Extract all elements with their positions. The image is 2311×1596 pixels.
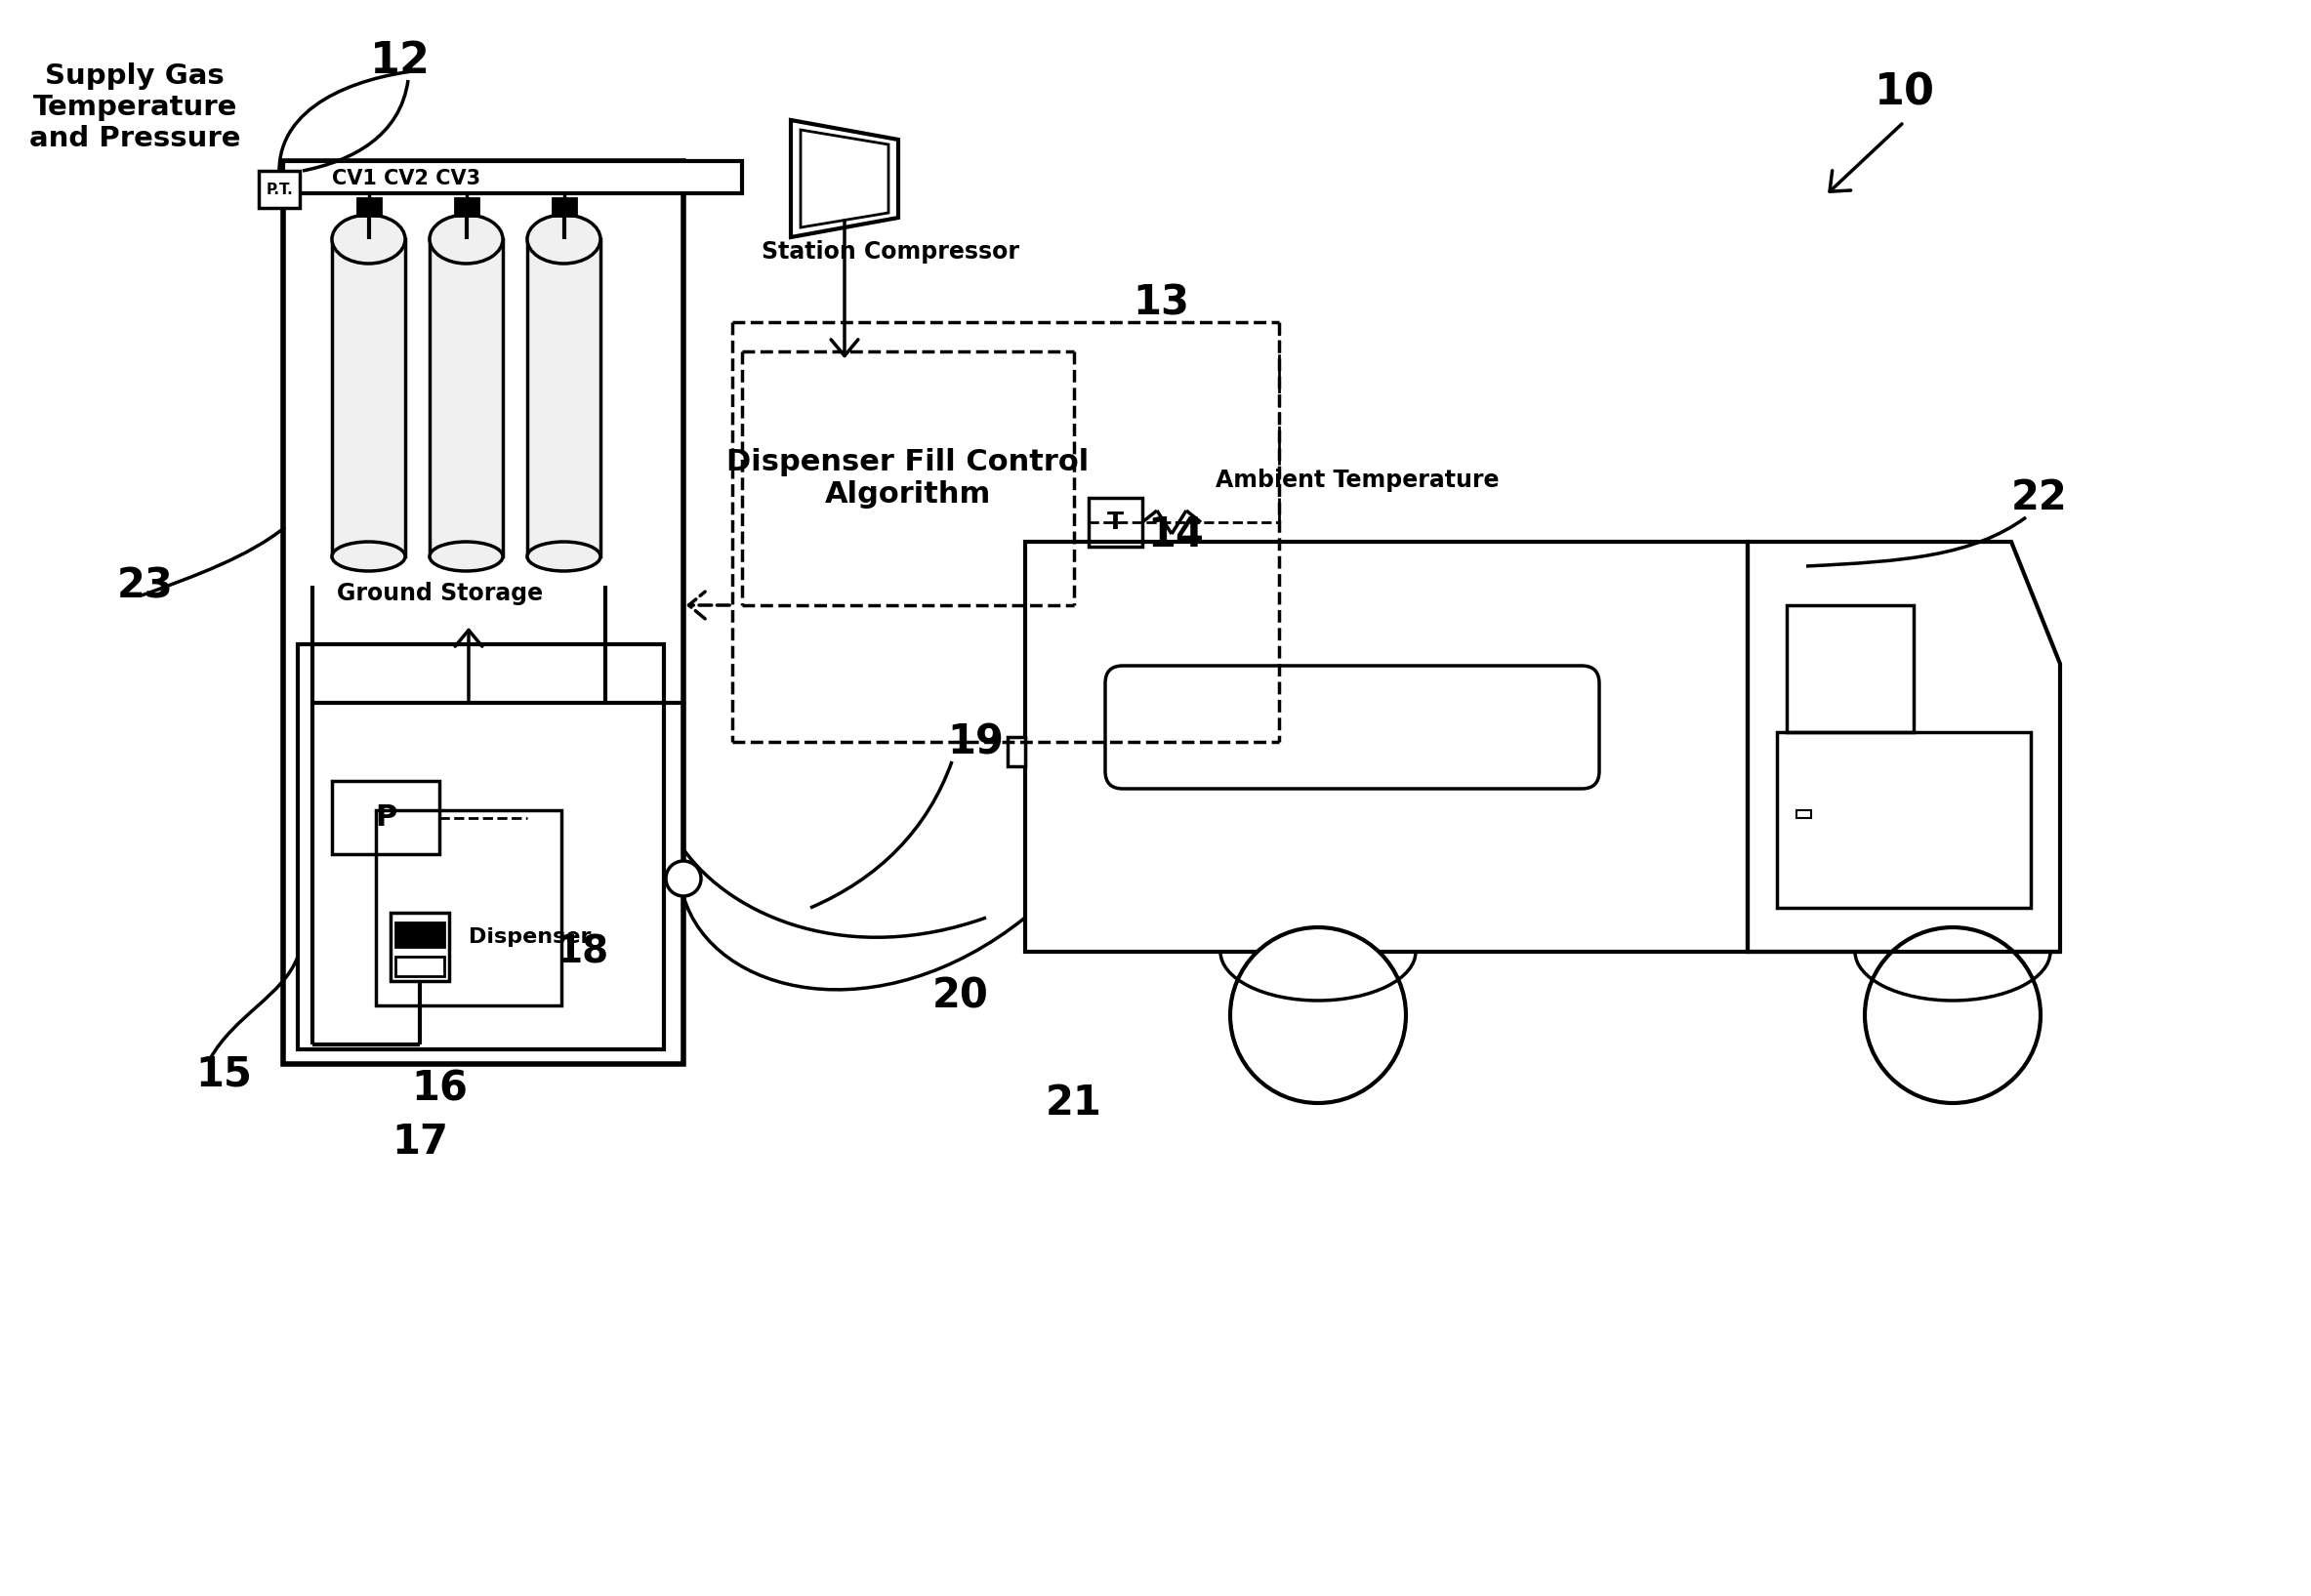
Polygon shape — [790, 120, 899, 238]
Text: 16: 16 — [411, 1068, 467, 1109]
Text: Dispenser: Dispenser — [469, 927, 592, 946]
Bar — [356, 198, 381, 215]
Bar — [527, 239, 601, 557]
Bar — [552, 198, 575, 215]
Bar — [298, 645, 663, 1049]
Bar — [455, 198, 478, 215]
Bar — [1026, 541, 1747, 951]
Bar — [284, 161, 742, 193]
Ellipse shape — [527, 541, 601, 571]
Ellipse shape — [333, 541, 404, 571]
Text: 12: 12 — [370, 40, 430, 81]
Text: Dispenser Fill Control
Algorithm: Dispenser Fill Control Algorithm — [726, 448, 1088, 509]
Text: 14: 14 — [1146, 514, 1204, 555]
Ellipse shape — [430, 541, 504, 571]
Text: 22: 22 — [2011, 477, 2068, 519]
Text: 20: 20 — [931, 975, 989, 1017]
Text: Ground Storage: Ground Storage — [337, 583, 543, 605]
FancyBboxPatch shape — [1105, 666, 1599, 788]
Text: 17: 17 — [391, 1122, 448, 1162]
Bar — [391, 913, 448, 982]
Text: P.T.: P.T. — [266, 182, 293, 196]
Text: 10: 10 — [1874, 72, 1934, 113]
Bar — [1786, 605, 1914, 733]
Bar — [259, 171, 300, 207]
Circle shape — [666, 860, 700, 895]
Bar — [1796, 811, 1812, 819]
Bar — [333, 239, 404, 557]
Text: 23: 23 — [118, 565, 173, 606]
Text: T: T — [1107, 511, 1123, 535]
Text: 15: 15 — [194, 1053, 252, 1095]
Circle shape — [1229, 927, 1405, 1103]
Text: 19: 19 — [948, 721, 1003, 763]
Polygon shape — [800, 129, 887, 228]
Bar — [284, 161, 684, 1065]
Text: 13: 13 — [1132, 282, 1190, 322]
Bar — [377, 811, 562, 1005]
Circle shape — [1865, 927, 2041, 1103]
Text: Ambient Temperature: Ambient Temperature — [1216, 469, 1500, 492]
Text: CV1 CV2 CV3: CV1 CV2 CV3 — [333, 169, 481, 188]
Bar — [395, 922, 444, 946]
Bar — [395, 956, 444, 977]
Text: Supply Gas
Temperature
and Pressure: Supply Gas Temperature and Pressure — [30, 62, 240, 153]
Text: Station Compressor: Station Compressor — [763, 239, 1019, 263]
Ellipse shape — [527, 215, 601, 263]
Ellipse shape — [430, 215, 504, 263]
Text: P: P — [374, 803, 397, 832]
Bar — [333, 780, 439, 854]
Bar — [1088, 498, 1142, 547]
Bar — [1008, 737, 1026, 766]
Ellipse shape — [333, 215, 404, 263]
Text: 21: 21 — [1045, 1082, 1102, 1124]
Text: 18: 18 — [557, 934, 610, 970]
Bar — [1777, 733, 2031, 908]
Bar — [430, 239, 504, 557]
